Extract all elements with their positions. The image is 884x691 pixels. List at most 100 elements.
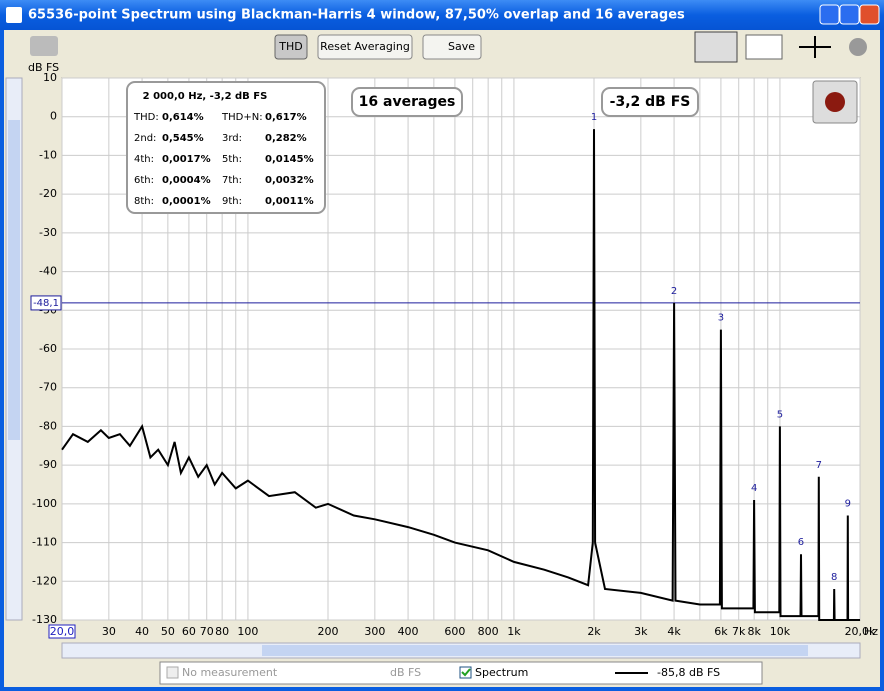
peak-readout: -3,2 dB FS [610,94,691,110]
y-tick-label: 0 [50,110,57,123]
stats-title: 2 000,0 Hz, -3,2 dB FS [143,91,268,102]
stat-text: 0,0004% [162,175,211,186]
peak-label: 2 [671,286,677,297]
spectrum-line [61,129,860,621]
y-tick-label: -30 [39,226,57,239]
x-tick-label: 20,0 [50,625,75,638]
stat-text: 0,545% [162,133,204,144]
x-tick-label: 70 [200,625,214,638]
cursor-box [30,295,62,311]
button-label: THD [278,40,302,53]
peak-label: 1 [591,112,597,123]
thd-button[interactable] [274,34,308,60]
peak-label: 9 [845,498,851,509]
x-tick-label: 8k [747,625,761,638]
x-tick-label: 1k [507,625,521,638]
x-tick-label: 50 [161,625,175,638]
layout-button[interactable] [745,34,783,60]
x-tick-label: 4k [667,625,681,638]
averages-box [351,87,463,117]
record-icon [825,92,845,112]
checkbox[interactable] [459,666,472,679]
x-tick-label: 6k [714,625,728,638]
peak-label: 3 [718,313,724,324]
averages-label: 16 averages [359,94,456,110]
y-tick-label: -40 [39,265,57,278]
stat-text: 6th: [134,175,154,186]
x-tick-label: 600 [444,625,465,638]
peak-label: 8 [831,572,837,583]
close-button[interactable] [859,4,880,25]
legend-entry: Spectrum [475,666,528,679]
cursor-label: -48,1 [33,298,59,309]
x-tick-label: 300 [364,625,385,638]
stat-text: 0,0017% [162,154,211,165]
maximize-button[interactable] [839,4,860,25]
stat-text: 0,0145% [265,154,314,165]
title-bar [0,0,884,30]
y-tick-label: -70 [39,381,57,394]
y-tick-label: -130 [32,613,57,626]
stat-text: 7th: [222,175,242,186]
stat-text: 0,282% [265,133,307,144]
save-button[interactable] [422,34,482,60]
stat-text: 0,614% [162,112,204,123]
stat-text: 4th: [134,154,154,165]
y-tick-label: -60 [39,342,57,355]
peak-label: 7 [816,460,822,471]
checkmark [461,668,471,677]
x-tick-label: 60 [182,625,196,638]
window-title: 65536-point Spectrum using Blackman-Harr… [28,8,685,23]
legend-text: dB FS [390,666,421,679]
x-tick-label: 2k [587,625,601,638]
x-tick-label: 7k [732,625,746,638]
y-tick-label: -80 [39,419,57,432]
x-tick-label: 100 [237,625,258,638]
stats-box [126,81,326,214]
minimize-button[interactable] [819,4,840,25]
h-scroll-thumb[interactable] [262,645,808,656]
view-button[interactable] [694,31,738,63]
x-unit: Hz [864,625,878,638]
app-icon [6,7,22,23]
legend-text: -85,8 dB FS [657,666,720,679]
camera-button[interactable] [30,36,58,56]
stat-text: 9th: [222,196,242,207]
button-label: Reset Averaging [320,40,410,53]
reset-button[interactable] [317,34,413,60]
x-tick-label: 200 [318,625,339,638]
stat-text: 8th: [134,196,154,207]
stat-text: 0,0011% [265,196,314,207]
y-tick-label: 10 [43,71,57,84]
peak-box [601,87,699,117]
peak-label: 6 [798,537,804,548]
y-tick-label: -20 [39,187,57,200]
legend-text: No measurement [182,666,278,679]
x-tick-label: 400 [398,625,419,638]
y-tick-label: -120 [32,574,57,587]
peak-label: 5 [777,409,783,420]
stat-text: 5th: [222,154,242,165]
y-tick-label: -90 [39,458,57,471]
y-tick-label: -100 [32,497,57,510]
stat-text: THD+N: [221,112,263,123]
v-scroll-thumb[interactable] [8,120,20,440]
y-tick-label: -110 [32,536,57,549]
x-tick-label: 80 [215,625,229,638]
x-tick-label: 3k [634,625,648,638]
stat-text: 0,0001% [162,196,211,207]
x-tick-label: 10k [770,625,791,638]
stat-text: 0,617% [265,112,307,123]
stat-text: 0,0032% [265,175,314,186]
zoom-icon [799,36,831,58]
checkbox[interactable] [166,666,179,679]
peak-label: 4 [751,483,757,494]
stat-text: 2nd: [134,133,156,144]
y-tick-label: -10 [39,148,57,161]
y-axis-label: dB FS [28,61,59,74]
settings-button[interactable] [849,38,867,56]
stat-text: THD: [133,112,159,123]
stat-text: 3rd: [222,133,242,144]
x-tick-label: 30 [102,625,116,638]
